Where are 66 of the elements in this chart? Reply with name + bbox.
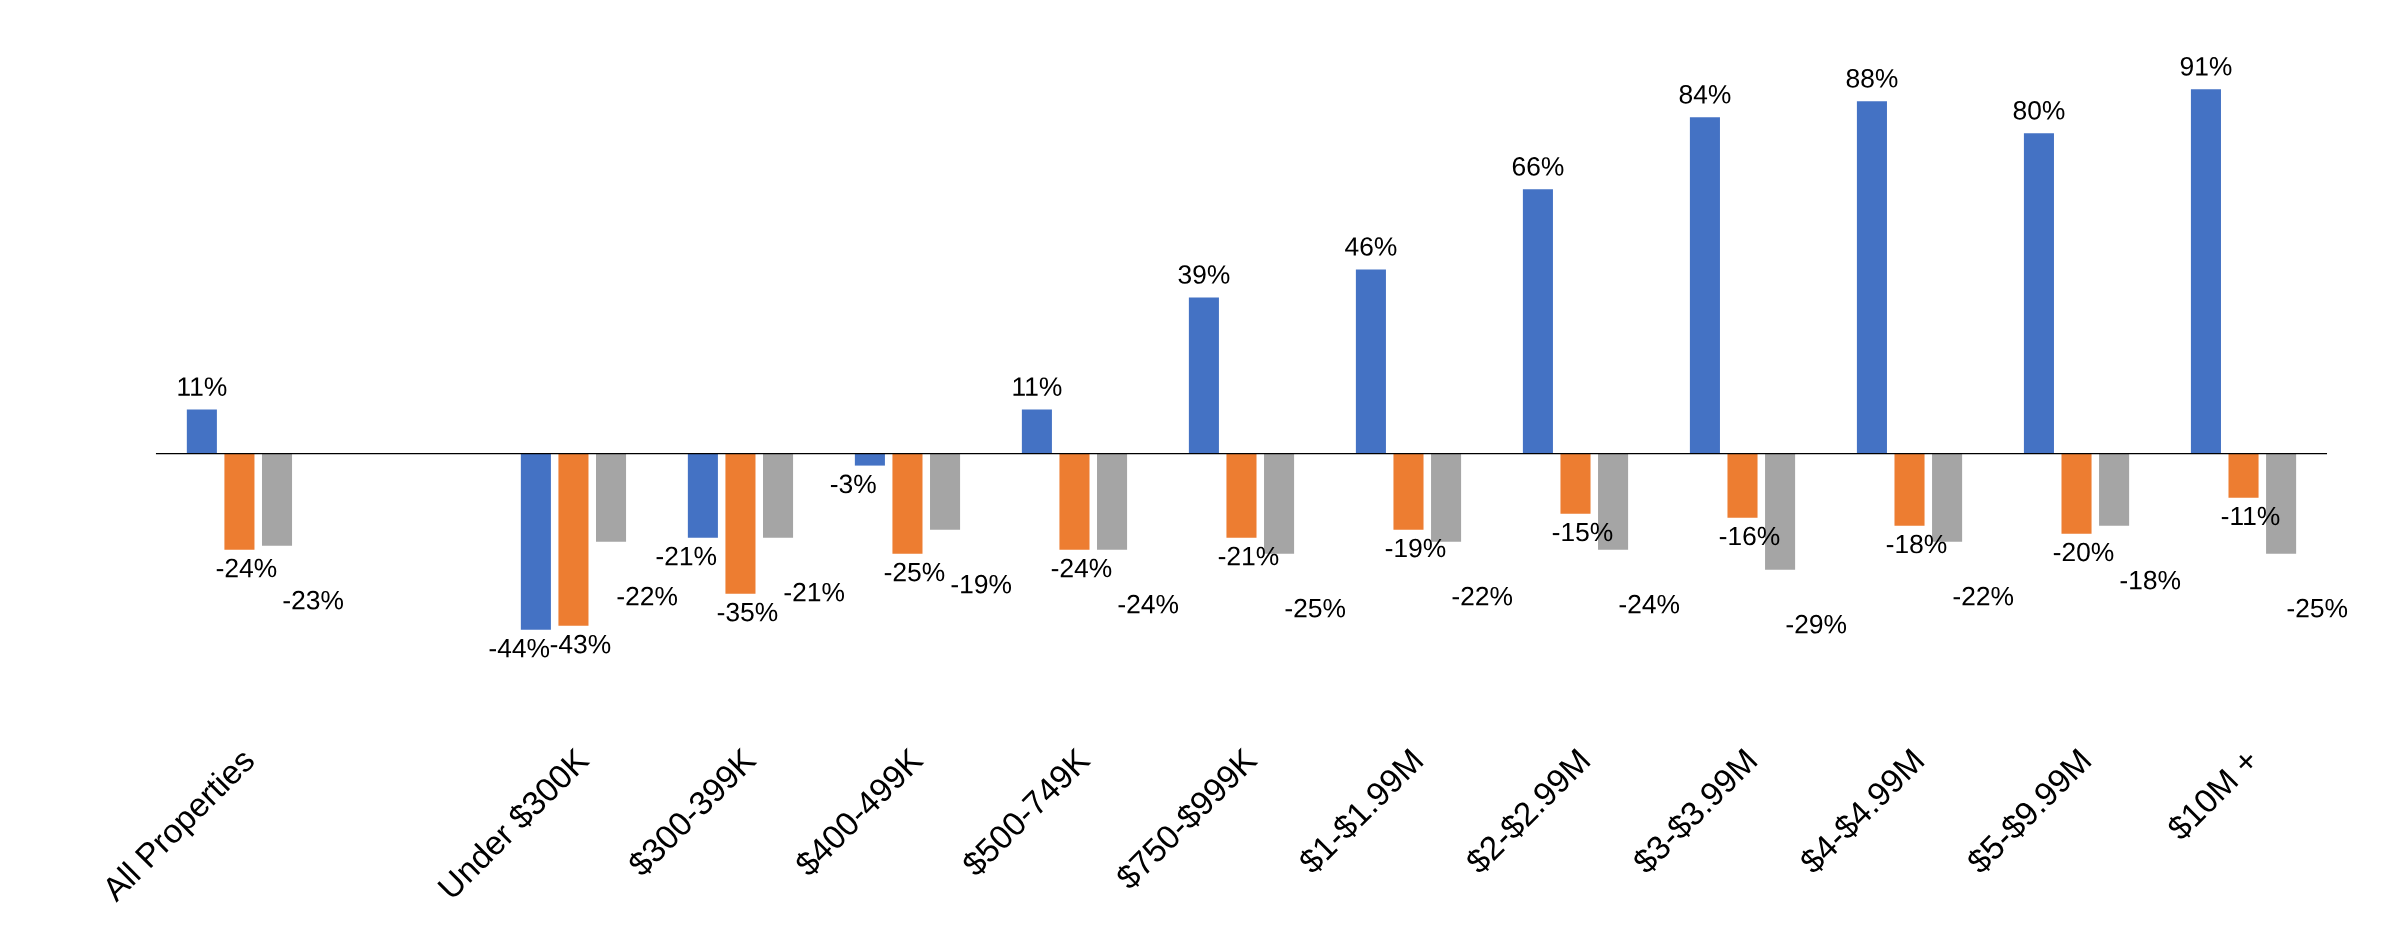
bar [1188,297,1219,454]
bar [1355,269,1386,454]
data-label: -25% [884,562,945,582]
bar [687,453,718,538]
bar [2023,133,2054,454]
bar [854,453,885,466]
data-label: -35% [717,602,778,622]
data-label: -23% [283,590,343,610]
data-label: -21% [656,546,717,566]
data-label: 66% [1512,157,1564,176]
data-label: -44% [489,638,550,658]
bar [725,453,756,594]
bar [520,453,551,630]
data-label: -21% [1218,546,1279,566]
data-label: -18% [1886,534,1947,554]
bar [2061,453,2092,534]
data-label: -21% [784,582,845,602]
bar [1393,453,1424,530]
data-label: -25% [2287,598,2348,618]
data-label: -20% [2053,542,2114,562]
data-label: 11% [178,377,227,396]
bar [2190,89,2221,454]
bar [558,453,589,626]
data-label: -15% [1552,522,1613,542]
data-label: 46% [1345,237,1397,256]
bar [261,453,293,546]
bar [930,453,961,530]
bar [1097,453,1128,550]
data-label: -18% [2120,570,2181,590]
data-label: 84% [1679,84,1731,104]
bar [186,409,217,454]
bar [892,453,923,554]
bar [1894,453,1925,526]
data-label: -19% [951,574,1012,594]
data-label: 91% [2180,56,2232,76]
data-label: -19% [1385,538,1446,558]
data-label: -29% [1786,614,1847,634]
bar [763,453,794,538]
data-label: -3% [830,474,876,494]
bar [1689,117,1720,454]
bar [1522,189,1553,454]
bar [1560,453,1591,514]
bar [1226,453,1257,538]
data-label: -25% [1285,598,1346,618]
data-label: 80% [2013,101,2065,120]
data-label: -22% [617,586,678,606]
data-label: 11% [1013,377,1062,396]
bar [2228,453,2259,498]
bar [1021,409,1052,454]
data-label: 88% [1846,68,1898,88]
data-label: 39% [1178,265,1230,284]
bar [596,453,627,542]
data-label: -22% [1953,586,2014,606]
data-label: -24% [1051,558,1112,578]
data-label: -11% [2221,506,2280,526]
bar [224,453,255,550]
data-label: -24% [1619,594,1680,614]
data-label: -24% [1118,594,1179,614]
bar [1727,453,1758,518]
data-label: -16% [1719,526,1780,546]
bar [2099,453,2130,526]
data-label: -22% [1452,586,1513,606]
data-label: -43% [550,634,611,654]
data-label: -24% [216,558,277,578]
bar [1856,101,1887,454]
bar [1059,453,1090,550]
